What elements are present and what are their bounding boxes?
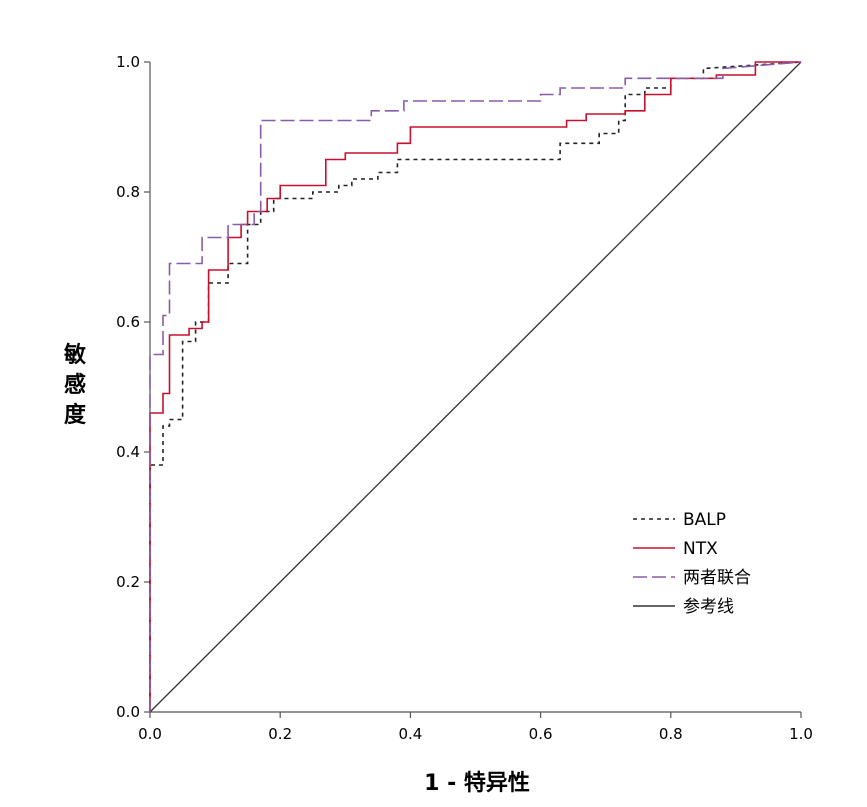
y-axis-title-char: 感 <box>64 372 86 398</box>
y-tick-label: 1.0 <box>116 53 140 71</box>
x-tick-label: 1.0 <box>789 725 813 743</box>
legend-label: 两者联合 <box>683 568 751 588</box>
y-tick-label: 0.2 <box>116 573 140 591</box>
x-tick-label: 0.0 <box>138 725 162 743</box>
y-tick-label: 0.8 <box>116 183 140 201</box>
series-line-3 <box>149 61 802 713</box>
x-tick-label: 0.6 <box>529 725 553 743</box>
grid-layer: 0.0 0.2 0.4 0.6 0.8 1.0 0.0 0.2 0.4 0.6 0.8 1.0 <box>116 53 813 743</box>
y-tick-label: 0.6 <box>116 313 140 331</box>
series-layer <box>149 61 802 713</box>
y-axis-title-char: 度 <box>64 402 87 428</box>
x-tick-label: 0.4 <box>398 725 422 743</box>
y-axis-title: 敏感度 <box>63 342 87 428</box>
y-tick-label: 0.0 <box>116 703 140 721</box>
series-line-1 <box>149 61 801 712</box>
y-tick-label: 0.4 <box>116 443 140 461</box>
legend-label: BALP <box>683 510 726 530</box>
y-axis-title-char: 敏 <box>63 342 86 368</box>
legend-label: 参考线 <box>683 597 734 617</box>
x-axis-title: 1 - 特异性 <box>424 770 530 796</box>
x-tick-label: 0.2 <box>268 725 292 743</box>
series-line-2 <box>149 61 802 712</box>
legend-label: NTX <box>683 539 718 559</box>
x-tick-label: 0.8 <box>659 725 683 743</box>
